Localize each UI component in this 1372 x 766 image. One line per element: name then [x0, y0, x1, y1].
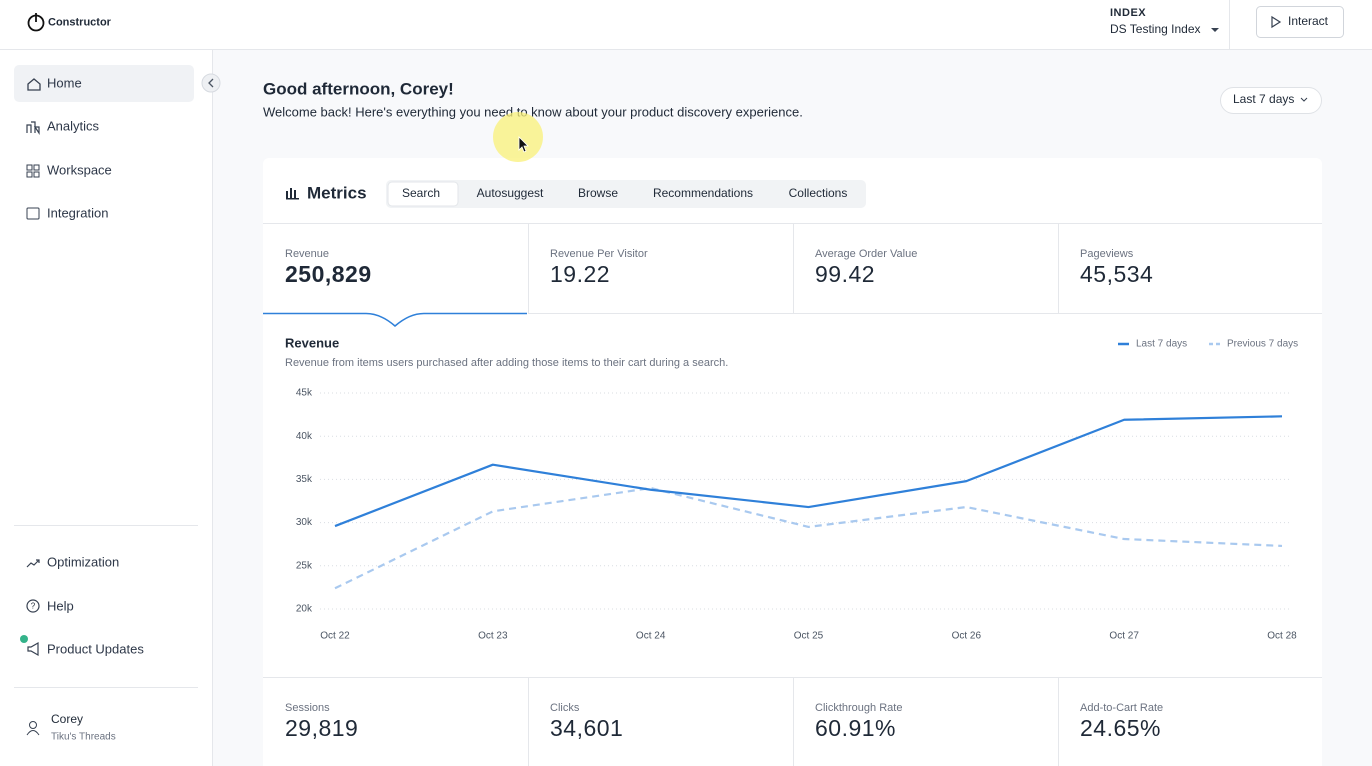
- interact-button[interactable]: Interact: [1256, 6, 1344, 38]
- x-tick-label: Oct 27: [1109, 631, 1139, 642]
- kpi-value[interactable]: 45,534: [1080, 261, 1153, 287]
- y-tick-label: 25k: [296, 560, 313, 571]
- nav-integration[interactable]: Integration: [26, 205, 108, 220]
- logo-text: Constructor: [48, 16, 112, 28]
- kpi-label[interactable]: Revenue: [285, 248, 329, 260]
- interact-label: Interact: [1288, 14, 1329, 28]
- kpi-value[interactable]: 250,829: [285, 261, 372, 287]
- top-bar: [0, 0, 1372, 49]
- x-tick-label: Oct 24: [636, 631, 666, 642]
- kpi-label[interactable]: Clickthrough Rate: [815, 702, 902, 714]
- cursor-highlight: [493, 112, 543, 162]
- legend-label: Last 7 days: [1136, 339, 1187, 350]
- nav-label: Analytics: [47, 118, 100, 133]
- nav-help[interactable]: ? Help: [26, 598, 74, 613]
- cursor: [518, 136, 529, 153]
- date-range-select[interactable]: Last 7 days: [1220, 87, 1322, 114]
- chart-title: Revenue: [285, 335, 339, 350]
- nav-label: Home: [47, 75, 82, 90]
- y-tick-label: 35k: [296, 474, 313, 485]
- nav-label: Integration: [47, 205, 108, 220]
- user-org: Tiku's Threads: [51, 732, 116, 743]
- nav-optimization[interactable]: Optimization: [26, 554, 119, 569]
- sidebar: [0, 50, 212, 766]
- nav-product-updates[interactable]: Product Updates: [20, 635, 144, 656]
- legend-label: Previous 7 days: [1227, 339, 1298, 350]
- kpi-label[interactable]: Average Order Value: [815, 248, 917, 260]
- kpi-value[interactable]: 19.22: [550, 261, 610, 287]
- kpi-value[interactable]: 24.65%: [1080, 715, 1161, 741]
- logo[interactable]: Constructor: [27, 13, 112, 32]
- date-range-label: Last 7 days: [1233, 92, 1294, 106]
- kpi-value[interactable]: 29,819: [285, 715, 358, 741]
- tab[interactable]: Recommendations: [653, 186, 753, 200]
- kpi-label[interactable]: Clicks: [550, 702, 580, 714]
- user-menu[interactable]: Corey Tiku's Threads: [26, 712, 116, 743]
- x-tick-label: Oct 23: [478, 631, 508, 642]
- user-name: Corey: [51, 712, 83, 726]
- tab[interactable]: Search: [402, 186, 440, 200]
- tab[interactable]: Browse: [578, 186, 618, 200]
- y-tick-label: 40k: [296, 431, 313, 442]
- selected-indicator: [263, 312, 527, 327]
- y-tick-label: 20k: [296, 604, 313, 615]
- kpi-value[interactable]: 99.42: [815, 261, 875, 287]
- x-tick-label: Oct 28: [1267, 631, 1297, 642]
- nav-analytics[interactable]: Analytics: [26, 118, 100, 135]
- kpi-label[interactable]: Pageviews: [1080, 248, 1134, 260]
- series-line: [334, 415, 1283, 528]
- collapse-button[interactable]: [201, 73, 221, 93]
- nav-label: Workspace: [47, 162, 112, 177]
- y-tick-label: 45k: [296, 388, 313, 399]
- nav-label: Optimization: [47, 554, 119, 569]
- x-tick-label: Oct 22: [320, 631, 350, 642]
- index-select[interactable]: DS Testing Index: [1110, 22, 1219, 36]
- series-line: [334, 486, 1283, 590]
- index-value: DS Testing Index: [1110, 22, 1201, 36]
- nav-label: Product Updates: [47, 641, 144, 656]
- metrics-icon: [286, 188, 299, 200]
- greeting-title: Good afternoon, Corey!: [263, 79, 454, 98]
- kpi-label[interactable]: Revenue Per Visitor: [550, 248, 648, 260]
- chart-subtitle: Revenue from items users purchased after…: [285, 357, 728, 369]
- index-label: INDEX: [1110, 7, 1146, 19]
- greeting-subtitle: Welcome back! Here's everything you need…: [263, 104, 803, 119]
- kpi-value[interactable]: 60.91%: [815, 715, 896, 741]
- tab[interactable]: Collections: [789, 186, 848, 200]
- x-tick-label: Oct 25: [794, 631, 824, 642]
- nav-home[interactable]: Home: [27, 75, 82, 91]
- tab[interactable]: Autosuggest: [477, 186, 544, 200]
- metrics-card: [263, 158, 1322, 766]
- nav-workspace[interactable]: Workspace: [26, 162, 112, 178]
- svg-text:?: ?: [31, 602, 36, 611]
- active-tab-bg: [387, 181, 459, 207]
- tab-bar: [386, 180, 866, 208]
- x-tick-label: Oct 26: [952, 631, 982, 642]
- nav-label: Help: [47, 598, 74, 613]
- y-tick-label: 30k: [296, 517, 313, 528]
- metrics-title: Metrics: [307, 183, 367, 202]
- kpi-label[interactable]: Sessions: [285, 702, 330, 714]
- kpi-label[interactable]: Add-to-Cart Rate: [1080, 702, 1163, 714]
- active-nav-bg: [14, 65, 194, 102]
- kpi-value[interactable]: 34,601: [550, 715, 623, 741]
